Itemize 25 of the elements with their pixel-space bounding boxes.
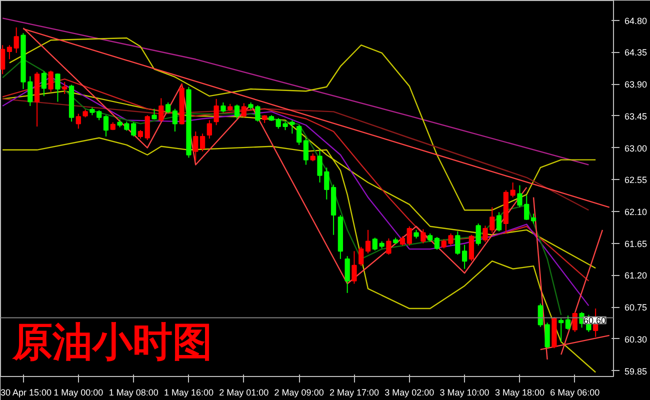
ref-line-label: 60.60 [584,316,606,326]
y-tick-label: 62.10 [624,207,648,218]
x-tick-label: 2 May 09:00 [274,388,324,398]
y-tick-label: 64.80 [624,16,648,26]
y-tick-label: 61.65 [624,238,648,249]
y-tick-label: 63.45 [624,111,648,122]
y-tick-label: 63.00 [624,143,648,154]
y-tick-label: 63.90 [624,80,648,90]
y-tick-label: 60.30 [624,334,648,344]
text: 原油小时图 [12,320,212,364]
y-tick-label: 60.75 [624,302,648,313]
y-tick-label: 59.85 [624,366,648,376]
x-tick-label: 30 Apr 15:00 [0,388,52,398]
x-tick-label: 1 May 00:00 [54,388,104,398]
x-tick-label: 2 May 17:00 [329,388,379,398]
y-tick-label: 61.20 [624,270,648,281]
x-tick-label: 3 May 10:00 [440,388,490,398]
x-tick-label: 1 May 08:00 [108,388,158,398]
x-tick-label: 3 May 02:00 [384,388,434,398]
x-tick-label: 6 May 06:00 [550,388,600,398]
x-tick-label: 3 May 18:00 [494,388,544,398]
x-tick-label: 2 May 01:00 [219,388,269,398]
y-tick-label: 62.55 [624,175,648,186]
x-tick-label: 1 May 16:00 [164,388,214,398]
y-tick-label: 64.35 [624,48,648,58]
